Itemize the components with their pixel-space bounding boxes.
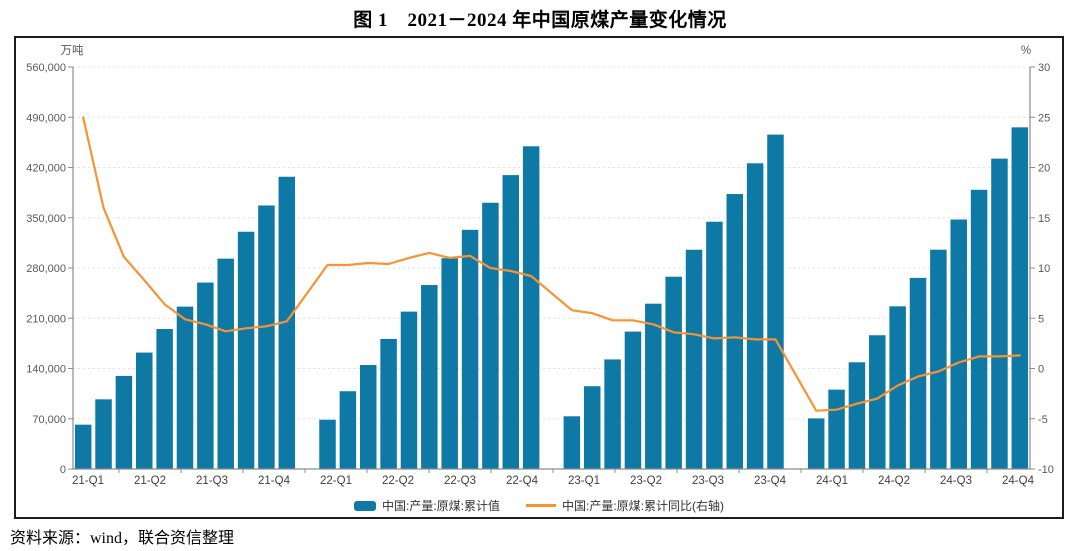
bar [583, 386, 601, 469]
right-axis-tick-label: 20 [1038, 163, 1050, 175]
bar [848, 362, 866, 469]
x-axis-quarter-label: 21-Q4 [258, 475, 291, 487]
bar [1011, 127, 1029, 469]
left-axis-tick-label: 350,000 [26, 213, 66, 225]
x-axis-quarter-label: 23-Q3 [692, 475, 724, 487]
bar [807, 418, 825, 469]
x-axis-quarter-label: 24-Q3 [940, 475, 972, 487]
bar [197, 282, 214, 469]
bar [706, 221, 723, 469]
right-axis-tick-label: -5 [1038, 414, 1048, 426]
bar [461, 229, 479, 469]
bar [217, 258, 234, 469]
bar [482, 202, 499, 469]
bar [237, 231, 255, 469]
legend-bar-label: 中国:产量:原煤:累计值 [381, 499, 500, 513]
figure-title: 图 1 2021－2024 年中国原煤产量变化情况 [353, 10, 727, 31]
x-axis-quarter-label: 24-Q4 [1002, 475, 1035, 487]
right-axis-tick-label: 0 [1038, 364, 1044, 376]
left-axis-tick-label: 70,000 [32, 414, 66, 426]
bar [665, 276, 682, 469]
left-axis-tick-label: 210,000 [26, 313, 66, 325]
bar [767, 134, 784, 469]
bar [624, 331, 642, 469]
bar [746, 163, 764, 469]
x-axis-quarter-label: 22-Q3 [444, 475, 476, 487]
x-axis-quarter-label: 24-Q2 [878, 475, 910, 487]
yoy-trend-line [82, 116, 1021, 412]
legend-item-bar-series: 中国:产量:原煤:累计值 [353, 497, 500, 514]
bar [176, 306, 194, 469]
chart-frame: 0 70,000 140,000 210,000 280,000 350,000 420,0… [14, 36, 1064, 519]
x-axis-quarter-label: 23-Q1 [568, 475, 600, 487]
bar [258, 205, 275, 469]
bar [889, 306, 906, 469]
bar-series-swatch-icon [353, 500, 376, 511]
right-axis-tick-label: 10 [1038, 263, 1050, 275]
x-axis-quarter-label: 22-Q1 [320, 475, 352, 487]
x-axis-quarter-label: 21-Q3 [196, 475, 228, 487]
x-axis-quarter-label: 23-Q4 [754, 475, 787, 487]
bar [685, 249, 703, 469]
x-axis-quarter-label: 22-Q2 [382, 475, 414, 487]
bar [909, 277, 927, 469]
bar [828, 389, 845, 469]
x-axis-quarter-label: 21-Q2 [134, 475, 166, 487]
right-axis-tick-label: 30 [1038, 62, 1050, 74]
right-axis-unit-label: % [1021, 45, 1031, 57]
line-series-swatch-icon [526, 504, 556, 507]
left-axis-unit-label: 万吨 [61, 44, 84, 57]
left-axis-tick-label: 0 [60, 464, 66, 476]
left-axis-tick-label: 490,000 [26, 112, 66, 124]
bar [95, 399, 112, 469]
bar [930, 249, 947, 469]
x-axis-quarter-label: 22-Q4 [506, 475, 539, 487]
x-axis-quarter-label: 21-Q1 [72, 475, 104, 487]
bar [869, 335, 886, 469]
bar [522, 146, 540, 469]
bar [115, 375, 133, 469]
bar [970, 189, 988, 469]
bar [421, 285, 438, 469]
bar [359, 365, 377, 469]
bar [156, 329, 173, 469]
legend-item-line-series: 中国:产量:原煤:累计同比(右轴) [526, 497, 724, 514]
left-axis-tick-label: 560,000 [26, 62, 66, 74]
right-axis-tick-label: -10 [1038, 464, 1054, 476]
left-axis-tick-label: 280,000 [26, 263, 66, 275]
combo-chart: 0 70,000 140,000 210,000 280,000 350,000 420,0… [26, 44, 1054, 487]
x-axis-quarter-label: 23-Q2 [630, 475, 662, 487]
left-axis-tick-label: 140,000 [26, 364, 66, 376]
bar [278, 176, 296, 469]
bar [726, 194, 744, 470]
bar [319, 419, 336, 469]
source-note: 资料来源：wind，联合资信整理 [10, 530, 235, 547]
left-axis-tick-label: 420,000 [26, 163, 66, 175]
bar [563, 416, 581, 469]
bar [441, 258, 458, 469]
right-axis-tick-label: 5 [1038, 313, 1044, 325]
bar [339, 391, 357, 469]
bar [380, 338, 397, 469]
bar [991, 158, 1008, 470]
bar [136, 352, 153, 469]
legend-line-label: 中国:产量:原煤:累计同比(右轴) [562, 499, 724, 513]
bar [502, 175, 520, 470]
bar [604, 359, 621, 469]
bar [950, 219, 967, 469]
right-axis-tick-label: 25 [1038, 112, 1050, 124]
bar [74, 424, 92, 469]
right-axis-tick-label: 15 [1038, 213, 1050, 225]
chart-legend: 中国:产量:原煤:累计值 中国:产量:原煤:累计同比(右轴) [16, 497, 1062, 514]
bar [645, 303, 662, 469]
bar [400, 311, 418, 469]
x-axis-quarter-label: 24-Q1 [816, 475, 848, 487]
